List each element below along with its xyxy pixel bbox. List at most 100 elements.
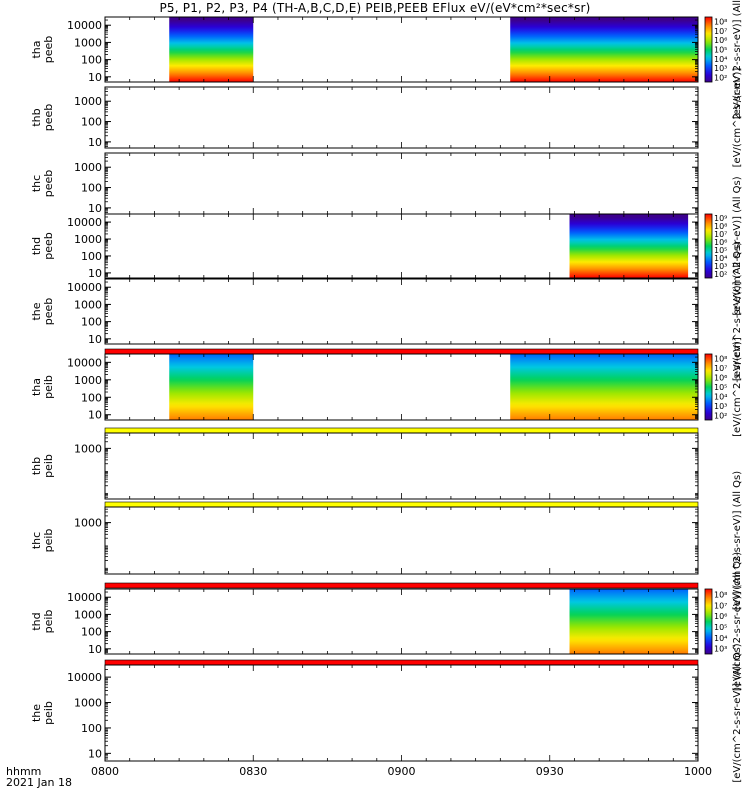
colorbar-unit-label-tha-peib: [eV/(cm^2-s-sr-eV)] [732,337,743,437]
colorbar-tick-thd-peeb-3: 10⁵ [714,246,727,255]
ylabel-probe-thc-peib: thc [30,532,43,549]
ytick-label-thb-peib-1000: 1000 [74,442,102,455]
ytick-label-tha-peib-10000: 10000 [67,356,102,369]
ytick-label-tha-peib-10: 10 [88,409,102,422]
ytick-label-tha-peeb-100: 100 [81,54,102,67]
ytick-label-the-peeb-10000: 10000 [67,281,102,294]
colorbar-tick-tha-peeb-0: 10² [714,73,727,82]
colorbar-unit-label-thd-peeb: [eV/(cm^2-s-sr-eV)] (All Qs) [732,176,743,315]
ylabel-probe-tha-peib: tha [30,378,43,396]
ytick-label-the-peib-1000: 1000 [74,697,102,710]
ytick-label-thb-peeb-10: 10 [88,136,102,149]
ylabel-instrument-tha-peeb: peeb [42,36,55,64]
ylabel-probe-the-peib: the [30,704,43,722]
colorbar-unit-label-tha-peeb: [eV/(cm^2-s-sr-eV)] (All Qs) [732,0,743,119]
ytick-label-thb-peeb-100: 100 [81,116,102,129]
ylabel-probe-tha-peeb: tha [30,40,43,58]
flag-bar-thb-peib [104,501,699,508]
colorbar-tha-peeb [704,16,713,83]
ytick-label-the-peeb-1000: 1000 [74,298,102,311]
ytick-label-the-peib-100: 100 [81,722,102,735]
ytick-label-thc-peeb-10: 10 [88,202,102,215]
colorbar-tick-thd-peib-0: 10³ [714,645,727,654]
ytick-label-thd-peib-10000: 10000 [67,591,102,604]
ytick-label-thd-peeb-10000: 10000 [67,216,102,229]
colorbar-tick-tha-peeb-4: 10⁶ [714,36,727,45]
ytick-label-thd-peib-1000: 1000 [74,608,102,621]
colorbar-unit-label-thd-peib: [eV/(cm^2-s-sr-eV)] (All Qs) [732,552,743,691]
xtick-label-0800: 0800 [91,765,119,778]
figure-title: P5, P1, P2, P3, P4 (TH-A,B,C,D,E) PEIB,P… [159,1,591,15]
colorbar-tick-thd-peeb-6: 10⁸ [714,222,727,231]
ylabel-probe-the-peeb: the [30,302,43,320]
ytick-label-tha-peib-1000: 1000 [74,374,102,387]
colorbar-tick-thd-peeb-1: 10³ [714,262,727,271]
flag-bar-thd-peib [104,659,699,666]
colorbar-thd-peeb [704,213,713,279]
colorbar-tick-tha-peeb-1: 10³ [714,64,727,73]
colorbar-unit-label-the-peeb: [eV/(cm^2-s-sr-eV)] (All Qs) [732,242,743,381]
ylabel-instrument-thd-peeb: peeb [42,232,55,260]
spectrogram-tha-peib-2 [510,354,698,420]
ytick-label-the-peib-10000: 10000 [67,671,102,684]
colorbar-tick-thd-peib-5: 10⁸ [714,590,727,599]
ylabel-instrument-tha-peib: peib [42,375,55,399]
ytick-label-thd-peeb-100: 100 [81,250,102,263]
colorbar-tick-thd-peib-1: 10⁴ [714,634,727,643]
ylabel-instrument-thc-peib: peib [42,529,55,553]
colorbar-tick-tha-peeb-5: 10⁷ [714,27,727,36]
ylabel-probe-thd-peib: thd [30,612,43,630]
colorbar-tick-tha-peib-6: 10⁸ [714,355,727,364]
ytick-label-tha-peeb-1000: 1000 [74,36,102,49]
ylabel-instrument-thb-peib: peib [42,454,55,478]
spectrogram-thd-peeb-1 [569,214,689,278]
ylabel-instrument-thb-peeb: peeb [42,104,55,132]
ylabel-probe-thb-peeb: thb [30,108,43,126]
ytick-label-thc-peeb-1000: 1000 [74,161,102,174]
colorbar-tick-tha-peeb-6: 10⁸ [714,18,727,27]
flag-bar-the-peeb [104,348,699,355]
xtick-label-1000: 1000 [684,765,712,778]
ylabel-probe-thc-peeb: thc [30,175,43,192]
colorbar-tick-tha-peib-3: 10⁵ [714,383,727,392]
ylabel-instrument-the-peeb: peeb [42,298,55,326]
panel-frame-thb-peeb [104,86,699,149]
colorbar-tick-tha-peib-2: 10⁴ [714,392,727,401]
colorbar-tick-tha-peib-1: 10³ [714,402,727,411]
ytick-label-the-peib-10: 10 [88,747,102,760]
colorbar-tick-thd-peeb-0: 10² [714,270,727,279]
ylabel-probe-thd-peeb: thd [30,237,43,255]
colorbar-tick-tha-peeb-3: 10⁵ [714,46,727,55]
colorbar-tick-thd-peeb-5: 10⁷ [714,230,727,239]
colorbar-tha-peib [704,353,713,421]
spectrogram-thd-peib-1 [569,589,689,654]
ytick-label-thc-peib-1000: 1000 [74,517,102,530]
colorbar-tick-tha-peeb-2: 10⁴ [714,55,727,64]
xtick-label-0930: 0930 [536,765,564,778]
colorbar-tick-thd-peib-2: 10⁵ [714,623,727,632]
colorbar-tick-thd-peeb-2: 10⁴ [714,254,727,263]
ytick-label-tha-peeb-10000: 10000 [67,19,102,32]
spectrogram-tha-peib-1 [169,354,254,420]
spectrogram-tha-peeb-2 [510,17,698,82]
ytick-label-thc-peeb-100: 100 [81,182,102,195]
ylabel-instrument-thc-peeb: peeb [42,170,55,198]
flag-bar-tha-peib [104,427,699,434]
xtick-label-0900: 0900 [388,765,416,778]
panel-frame-thc-peeb [104,152,699,215]
panel-frame-thb-peib [104,432,699,500]
ytick-label-thd-peib-10: 10 [88,643,102,656]
colorbar-unit-label-thc-peib: [eV/(cm^2-s-sr-eV)] (All Qs) [732,471,743,610]
flag-bar-thc-peib [104,582,699,589]
ytick-label-tha-peib-100: 100 [81,391,102,404]
ytick-label-thb-peeb-1000: 1000 [74,95,102,108]
colorbar-tick-thd-peeb-4: 10⁶ [714,238,727,247]
ylabel-instrument-the-peib: peib [42,701,55,725]
ytick-label-thd-peib-100: 100 [81,626,102,639]
ytick-label-tha-peeb-10: 10 [88,71,102,84]
ylabel-instrument-thd-peib: peib [42,610,55,634]
ytick-label-thd-peeb-10: 10 [88,267,102,280]
ytick-label-thd-peeb-1000: 1000 [74,233,102,246]
time-axis-label: hhmm [6,765,42,778]
